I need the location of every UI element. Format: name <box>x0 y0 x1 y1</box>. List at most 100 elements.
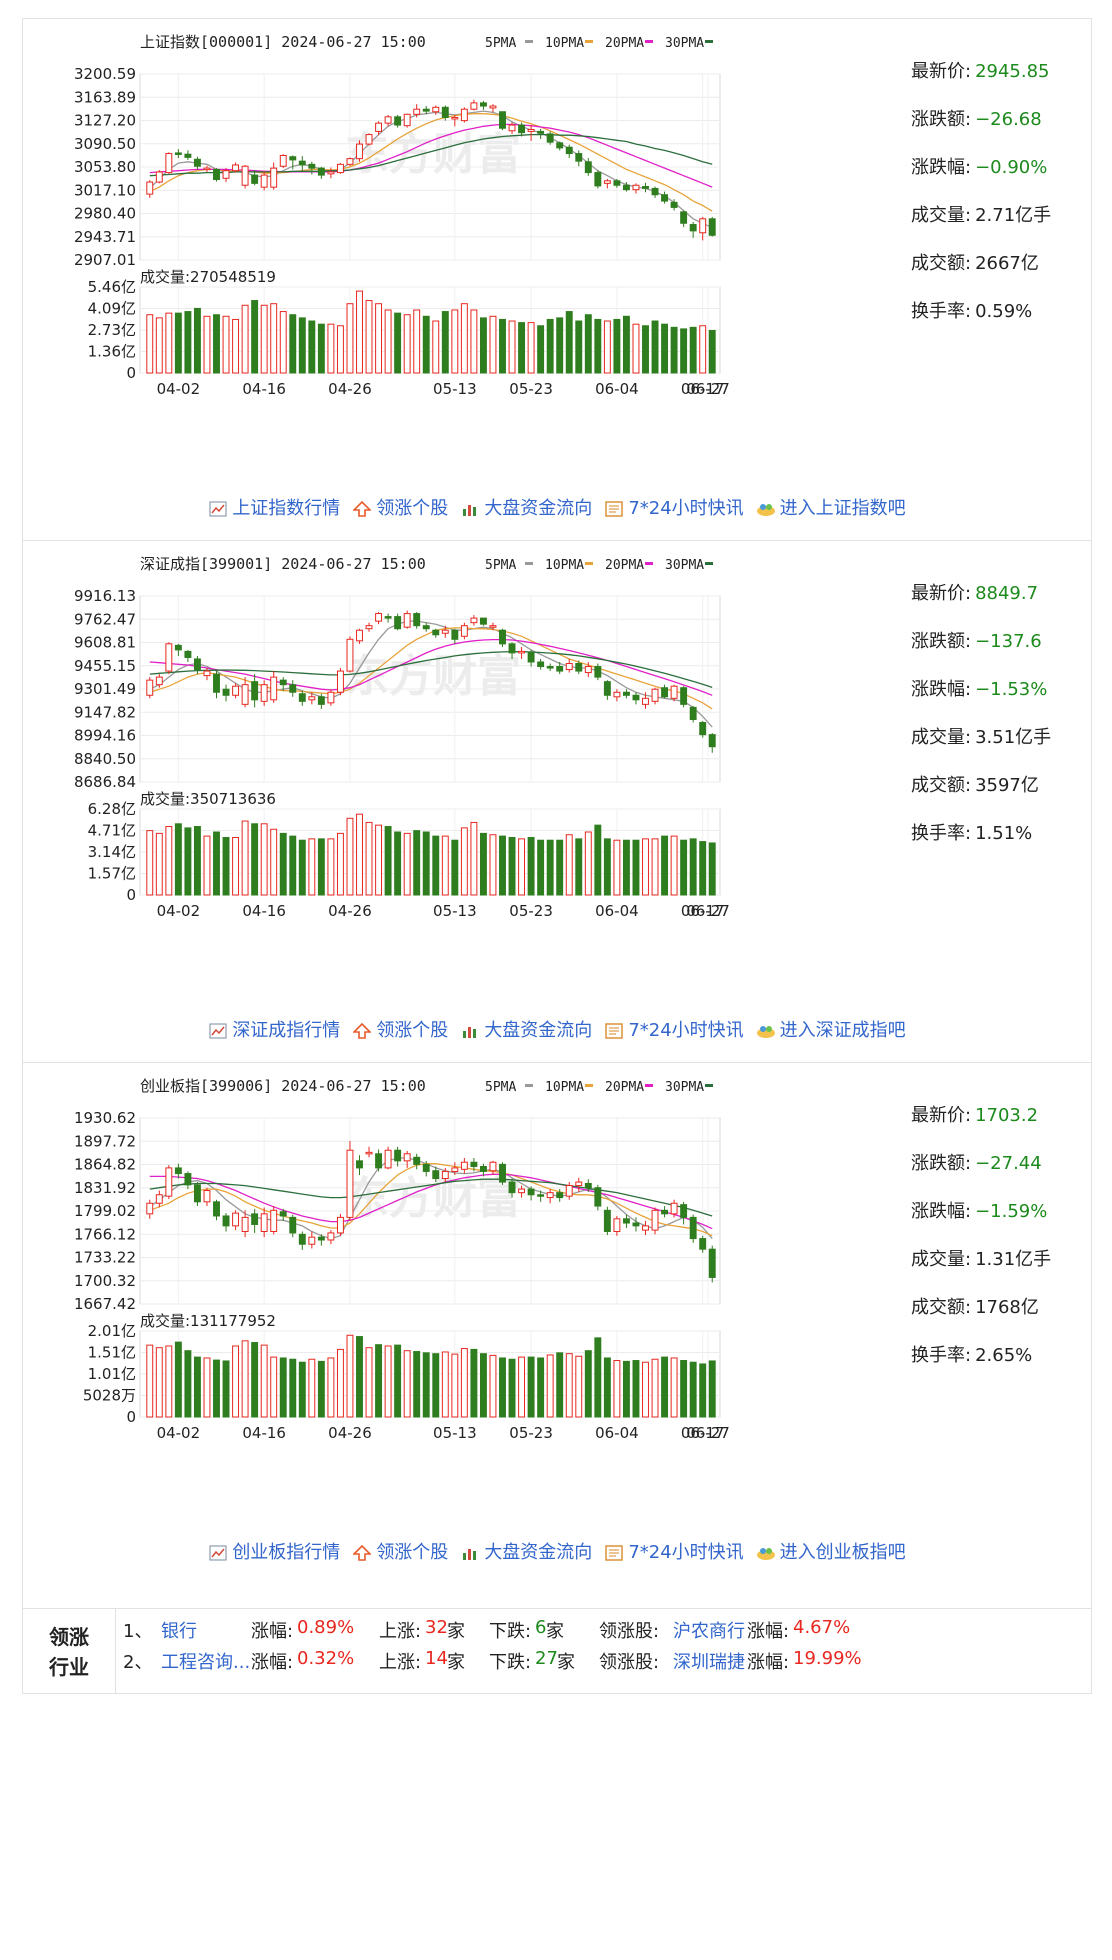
candle-body <box>298 693 306 702</box>
industry-rank: 2、 <box>123 1652 153 1673</box>
industry-stock[interactable]: 沪农商行 <box>673 1621 745 1642</box>
volume-bar <box>365 300 373 374</box>
volume-label: 成交量:350713636 <box>140 790 276 808</box>
industry-industry[interactable]: 银行 <box>161 1621 197 1642</box>
volume-bar <box>270 1356 278 1418</box>
volume-bar <box>213 831 220 896</box>
quick-link[interactable]: 进入创业板指吧 <box>756 1538 906 1564</box>
candle-body <box>689 1216 697 1240</box>
volume-bar <box>489 1354 497 1418</box>
candle-body <box>575 153 583 162</box>
volume-bar <box>308 320 316 374</box>
date-tick-label: 04-16 <box>242 380 286 398</box>
quick-link-label: 深证成指行情 <box>232 1020 341 1041</box>
volume-tick-label: 5.46亿 <box>88 278 136 296</box>
volume-bar <box>346 817 354 896</box>
volume-bar <box>565 834 573 896</box>
volume-bar <box>594 1337 602 1418</box>
quick-link[interactable]: 7*24小时快讯 <box>604 494 744 520</box>
candle-body <box>232 685 240 696</box>
quote-stat-label: 涨跌幅: <box>911 1201 972 1222</box>
volume-tick-label: 1.01亿 <box>88 1365 136 1383</box>
candle-body <box>565 663 573 671</box>
quick-link[interactable]: 大盘资金流向 <box>460 1538 592 1564</box>
candle-body <box>165 153 173 174</box>
volume-bar <box>689 838 697 896</box>
industry-up: 32 <box>425 1617 448 1638</box>
quick-link-label: 上证指数行情 <box>232 498 341 519</box>
quick-link[interactable]: 领涨个股 <box>352 1538 448 1564</box>
quick-link[interactable]: 进入上证指数吧 <box>756 494 906 520</box>
volume-bar <box>403 1350 411 1418</box>
legend-entry: 5PMA <box>485 36 516 51</box>
volume-bar <box>174 823 182 896</box>
volume-bar <box>279 1357 287 1418</box>
bar-chart-icon <box>460 1023 480 1041</box>
candle-body <box>622 184 630 191</box>
candle-body <box>203 167 211 171</box>
candle-body <box>155 1194 163 1204</box>
up-arrow-icon <box>352 1022 373 1041</box>
leading-industries-text: 领涨行业 <box>49 1624 89 1679</box>
volume-bar <box>403 832 411 896</box>
up-arrow-icon <box>352 1544 373 1563</box>
industry-stock-chg: 19.99% <box>793 1648 862 1669</box>
volume-bar <box>184 311 192 374</box>
candle-body <box>336 670 344 693</box>
candle-body <box>584 161 592 174</box>
volume-bar <box>203 1357 211 1418</box>
quote-stat: 涨跌额: −27.44 <box>911 1149 1091 1197</box>
volume-bar <box>375 1344 383 1418</box>
quick-link[interactable]: 领涨个股 <box>352 1016 448 1042</box>
quick-link[interactable]: 深证成指行情 <box>208 1016 340 1042</box>
quote-stat-value: −0.90% <box>975 157 1048 178</box>
forum-icon <box>756 1023 776 1041</box>
volume-bar <box>622 1360 630 1418</box>
quick-link[interactable]: 上证指数行情 <box>208 494 340 520</box>
quote-stat-value: 3.51亿手 <box>975 727 1052 748</box>
candle-body <box>499 1163 506 1183</box>
quick-link[interactable]: 领涨个股 <box>352 494 448 520</box>
quote-stat-label: 涨跌幅: <box>911 157 972 178</box>
industry-stock[interactable]: 深圳瑞捷 <box>673 1652 745 1673</box>
date-tick-label: 06-04 <box>595 1424 639 1442</box>
volume-bar <box>213 1359 220 1418</box>
candle-body <box>661 687 669 698</box>
candle-body <box>432 629 440 636</box>
industry-industry[interactable]: 工程咨询... <box>161 1652 251 1673</box>
legend-entry: 30PMA <box>665 36 704 51</box>
index-panel: 创业板指[399006] 2024-06-27 15:00 5PMA 10PMA 20… <box>22 1062 1092 1694</box>
volume-bar <box>479 317 487 374</box>
quick-link[interactable]: 创业板指行情 <box>208 1538 340 1564</box>
volume-bar <box>556 317 564 374</box>
price-tick-label: 1766.12 <box>74 1225 136 1243</box>
price-tick-label: 9762.47 <box>74 610 136 628</box>
volume-bar <box>251 300 259 374</box>
candle-body <box>508 124 516 132</box>
legend-swatch <box>705 40 713 43</box>
candle-body <box>441 629 449 634</box>
candle-body <box>289 684 297 693</box>
volume-bar <box>289 1358 297 1418</box>
legend-entry: 20PMA <box>605 558 644 573</box>
quote-stat-value: −1.59% <box>975 1201 1048 1222</box>
volume-bar <box>260 823 268 896</box>
legend-swatch <box>525 1084 533 1087</box>
price-tick-label: 9608.81 <box>74 634 136 652</box>
candle-body <box>632 694 640 701</box>
quick-link[interactable]: 大盘资金流向 <box>460 1016 592 1042</box>
candle-body <box>270 676 278 701</box>
candle-body <box>518 1188 526 1194</box>
quick-link[interactable]: 进入深证成指吧 <box>756 1016 906 1042</box>
candle-body <box>346 638 354 672</box>
volume-bar <box>270 303 278 374</box>
candle-body <box>594 1187 602 1207</box>
quick-link-label: 领涨个股 <box>376 498 449 519</box>
price-tick-label: 2980.40 <box>74 205 136 223</box>
candle-body <box>518 650 526 654</box>
quick-link[interactable]: 7*24小时快讯 <box>604 1016 744 1042</box>
quick-link[interactable]: 大盘资金流向 <box>460 494 592 520</box>
quick-link[interactable]: 7*24小时快讯 <box>604 1538 744 1564</box>
volume-bar <box>537 839 545 896</box>
candle-body <box>155 171 163 183</box>
